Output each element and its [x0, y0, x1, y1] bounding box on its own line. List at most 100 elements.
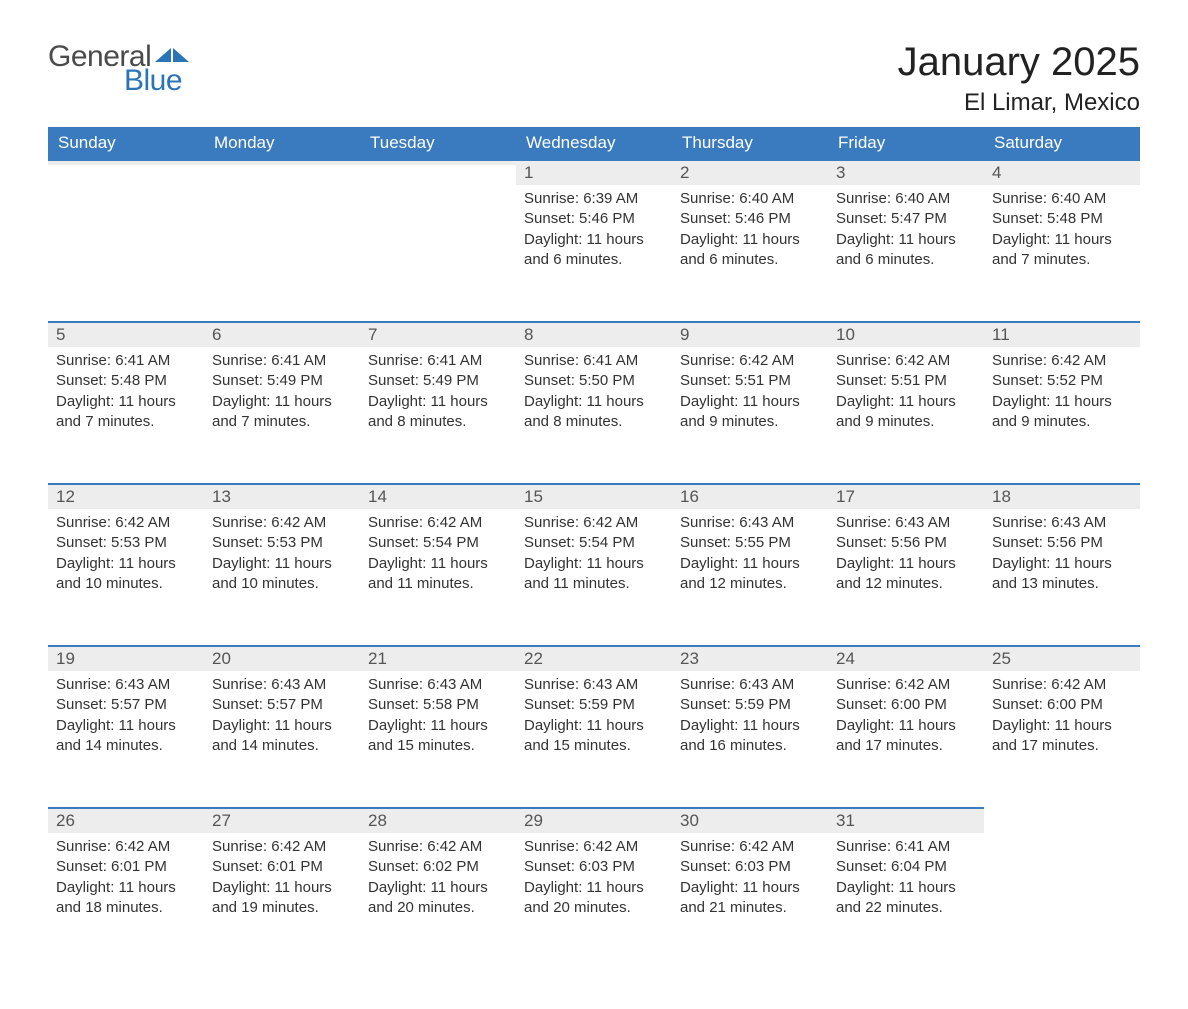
- week-detail-row: Sunrise: 6:43 AMSunset: 5:57 PM Daylight:…: [48, 671, 1140, 807]
- day-detail: Sunrise: 6:43 AMSunset: 5:56 PMDaylight:…: [828, 509, 984, 612]
- daylight-line: Daylight: 11 hours and 10 minutes.: [212, 554, 352, 595]
- sunrise-line: Sunrise: 6:42 AM: [212, 513, 352, 533]
- daylight-line: Daylight: 11 hours and 8 minutes.: [524, 392, 664, 433]
- daylight-line: Daylight: 11 hours and 17 minutes.: [836, 716, 976, 757]
- weekday-header-row: Sunday Monday Tuesday Wednesday Thursday…: [48, 127, 1140, 159]
- title-block: January 2025 El Limar, Mexico: [898, 40, 1140, 117]
- sunrise-line: Sunrise: 6:40 AM: [680, 189, 820, 209]
- daylight-line: Daylight: 11 hours and 18 minutes.: [56, 878, 196, 919]
- sunset-line: Sunset: 6:03 PM: [524, 857, 664, 877]
- day-detail: Sunrise: 6:43 AMSunset: 5:59 PMDaylight:…: [516, 671, 672, 774]
- day-detail: Sunrise: 6:42 AMSunset: 6:01 PMDaylight:…: [48, 833, 204, 936]
- sunset-line: Sunset: 5:56 PM: [992, 533, 1132, 553]
- day-number: 16: [672, 483, 828, 509]
- day-detail: Sunrise: 6:43 AMSunset: 5:56 PMDaylight:…: [984, 509, 1140, 612]
- daylight-line: Daylight: 11 hours and 15 minutes.: [524, 716, 664, 757]
- daylight-line: Daylight: 11 hours and 9 minutes.: [680, 392, 820, 433]
- week-daynum-row: 12131415161718: [48, 483, 1140, 509]
- sunrise-line: Sunrise: 6:41 AM: [212, 351, 352, 371]
- sunrise-line: Sunrise: 6:42 AM: [368, 837, 508, 857]
- daylight-line: Daylight: 11 hours and 7 minutes.: [212, 392, 352, 433]
- sunrise-line: Sunrise: 6:42 AM: [524, 837, 664, 857]
- day-number: 4: [984, 159, 1140, 185]
- day-number: 9: [672, 321, 828, 347]
- sunrise-line: Sunrise: 6:43 AM: [56, 675, 196, 695]
- sunset-line: Sunset: 6:00 PM: [836, 695, 976, 715]
- day-number: 28: [360, 807, 516, 833]
- day-number: 17: [828, 483, 984, 509]
- sunrise-line: Sunrise: 6:41 AM: [524, 351, 664, 371]
- day-number: 14: [360, 483, 516, 509]
- sunrise-line: Sunrise: 6:41 AM: [836, 837, 976, 857]
- day-detail: Sunrise: 6:40 AMSunset: 5:46 PMDaylight:…: [672, 185, 828, 288]
- page-title: January 2025: [898, 40, 1140, 85]
- sunrise-line: Sunrise: 6:42 AM: [992, 675, 1132, 695]
- day-detail: Sunrise: 6:42 AMSunset: 5:53 PMDaylight:…: [204, 509, 360, 612]
- sunset-line: Sunset: 5:51 PM: [680, 371, 820, 391]
- day-number: 30: [672, 807, 828, 833]
- day-detail: Sunrise: 6:42 AMSunset: 6:00 PMDaylight:…: [984, 671, 1140, 774]
- day-detail: Sunrise: 6:42 AMSunset: 6:00 PMDaylight:…: [828, 671, 984, 774]
- day-detail: Sunrise: 6:43 AMSunset: 5:55 PMDaylight:…: [672, 509, 828, 612]
- sunrise-line: Sunrise: 6:42 AM: [56, 837, 196, 857]
- day-number: 23: [672, 645, 828, 671]
- sunset-line: Sunset: 6:04 PM: [836, 857, 976, 877]
- sunrise-line: Sunrise: 6:40 AM: [836, 189, 976, 209]
- day-number: 20: [204, 645, 360, 671]
- daylight-line: Daylight: 11 hours and 6 minutes.: [680, 230, 820, 271]
- day-number: 6: [204, 321, 360, 347]
- day-number: 8: [516, 321, 672, 347]
- daylight-line: Daylight: 11 hours and 20 minutes.: [368, 878, 508, 919]
- sunrise-line: Sunrise: 6:42 AM: [212, 837, 352, 857]
- sunset-line: Sunset: 5:51 PM: [836, 371, 976, 391]
- sunset-line: Sunset: 5:59 PM: [680, 695, 820, 715]
- daylight-line: Daylight: 11 hours and 20 minutes.: [524, 878, 664, 919]
- day-detail: Sunrise: 6:41 AMSunset: 6:04 PMDaylight:…: [828, 833, 984, 936]
- sunset-line: Sunset: 5:50 PM: [524, 371, 664, 391]
- day-detail: Sunrise: 6:42 AMSunset: 6:02 PMDaylight:…: [360, 833, 516, 936]
- day-number: 1: [516, 159, 672, 185]
- daylight-line: Daylight: 11 hours and 19 minutes.: [212, 878, 352, 919]
- day-detail: Sunrise: 6:41 AMSunset: 5:48 PMDaylight:…: [48, 347, 204, 450]
- daylight-line: Daylight: 11 hours and 12 minutes.: [680, 554, 820, 595]
- sunrise-line: Sunrise: 6:43 AM: [680, 513, 820, 533]
- sunset-line: Sunset: 5:49 PM: [212, 371, 352, 391]
- sunset-line: Sunset: 5:57 PM: [56, 695, 196, 715]
- day-detail: Sunrise: 6:43 AMSunset: 5:58 PMDaylight:…: [360, 671, 516, 774]
- sunset-line: Sunset: 5:54 PM: [368, 533, 508, 553]
- daylight-line: Daylight: 11 hours and 13 minutes.: [992, 554, 1132, 595]
- daylight-line: Daylight: 11 hours and 15 minutes.: [368, 716, 508, 757]
- sunrise-line: Sunrise: 6:42 AM: [56, 513, 196, 533]
- daylight-line: Daylight: 11 hours and 11 minutes.: [368, 554, 508, 595]
- daylight-line: Daylight: 11 hours and 6 minutes.: [524, 230, 664, 271]
- sunset-line: Sunset: 5:55 PM: [680, 533, 820, 553]
- day-number: 25: [984, 645, 1140, 671]
- day-detail: Sunrise: 6:42 AMSunset: 6:01 PMDaylight:…: [204, 833, 360, 936]
- day-detail: Sunrise: 6:42 AMSunset: 5:51 PMDaylight:…: [672, 347, 828, 450]
- day-detail: Sunrise: 6:40 AMSunset: 5:47 PMDaylight:…: [828, 185, 984, 288]
- daylight-line: Daylight: 11 hours and 12 minutes.: [836, 554, 976, 595]
- sunset-line: Sunset: 5:54 PM: [524, 533, 664, 553]
- daylight-line: Daylight: 11 hours and 16 minutes.: [680, 716, 820, 757]
- brand-logo: General Blue: [48, 40, 189, 98]
- sunrise-line: Sunrise: 6:41 AM: [368, 351, 508, 371]
- weekday-header: Monday: [204, 127, 360, 159]
- daylight-line: Daylight: 11 hours and 6 minutes.: [836, 230, 976, 271]
- day-detail: Sunrise: 6:43 AMSunset: 5:57 PMDaylight:…: [48, 671, 204, 774]
- sunrise-line: Sunrise: 6:42 AM: [836, 351, 976, 371]
- weekday-header: Sunday: [48, 127, 204, 159]
- sunset-line: Sunset: 5:53 PM: [56, 533, 196, 553]
- sunset-line: Sunset: 5:48 PM: [992, 209, 1132, 229]
- day-detail: Sunrise: 6:40 AMSunset: 5:48 PMDaylight:…: [984, 185, 1140, 288]
- day-detail: Sunrise: 6:41 AMSunset: 5:49 PMDaylight:…: [204, 347, 360, 450]
- day-detail: Sunrise: 6:43 AMSunset: 5:59 PMDaylight:…: [672, 671, 828, 774]
- daylight-line: Daylight: 11 hours and 14 minutes.: [212, 716, 352, 757]
- day-number: 26: [48, 807, 204, 833]
- daylight-line: Daylight: 11 hours and 17 minutes.: [992, 716, 1132, 757]
- daylight-line: Daylight: 11 hours and 7 minutes.: [56, 392, 196, 433]
- day-detail: Sunrise: 6:42 AMSunset: 5:54 PMDaylight:…: [516, 509, 672, 612]
- day-number: 12: [48, 483, 204, 509]
- day-detail: Sunrise: 6:42 AMSunset: 5:54 PMDaylight:…: [360, 509, 516, 612]
- day-detail: Sunrise: 6:42 AMSunset: 5:52 PMDaylight:…: [984, 347, 1140, 450]
- sunset-line: Sunset: 6:00 PM: [992, 695, 1132, 715]
